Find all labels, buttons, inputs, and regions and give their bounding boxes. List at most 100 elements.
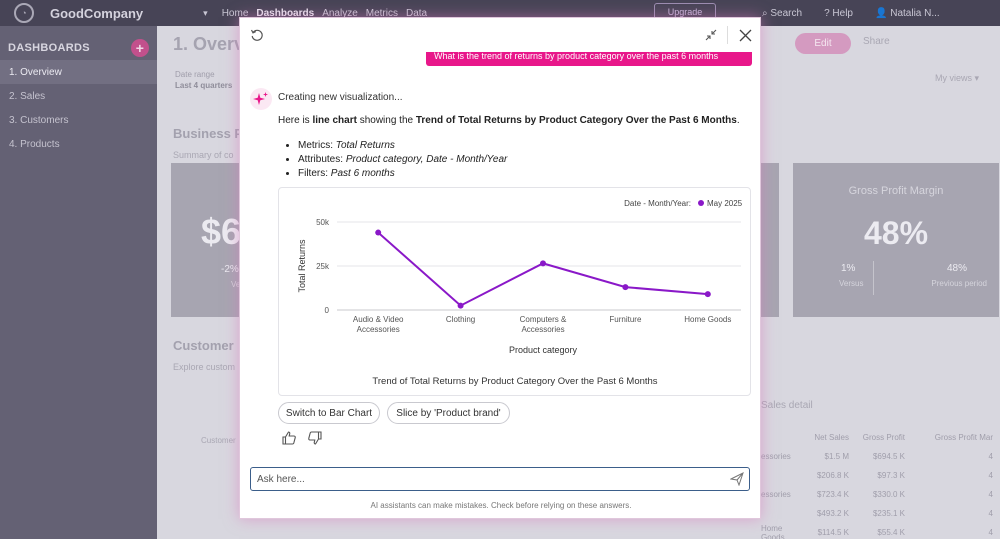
list-item: Filters: Past 6 months: [298, 167, 507, 181]
message-text: .: [736, 115, 740, 126]
table-row[interactable]: $206.8 K $97.3 K 4: [761, 466, 997, 485]
column-header: Customer: [201, 436, 236, 445]
table-cell: 4: [988, 452, 993, 461]
y-axis-label: Total Returns: [297, 239, 307, 293]
column-header[interactable]: Gross Profit: [862, 433, 905, 442]
sidebar-item-label: 1. Overview: [9, 66, 62, 78]
column-header[interactable]: Gross Profit Mar: [934, 433, 993, 442]
sidebar-item-products[interactable]: 4. Products: [0, 132, 157, 156]
button-label: Switch to Bar Chart: [285, 407, 373, 419]
minimize-button[interactable]: [702, 26, 720, 44]
table-row[interactable]: $493.2 K $235.1 K 4: [761, 504, 997, 523]
nav-data[interactable]: Data: [406, 7, 428, 19]
brand-logo-icon[interactable]: ◔: [14, 3, 34, 23]
refresh-icon: [250, 29, 263, 41]
detail-value: Product category, Date - Month/Year: [345, 154, 508, 165]
table-cell: 4: [988, 528, 993, 537]
disclaimer-text: AI assistants can make mistakes. Check b…: [370, 501, 632, 510]
message-text: showing the: [356, 115, 416, 126]
main-nav: Home Dashboards Analyze Metrics Data: [222, 8, 427, 19]
x-tick-label: Accessories: [357, 325, 400, 334]
series-line: [377, 231, 708, 307]
kpi-previous: 48%: [946, 263, 967, 274]
chart-type-text: line chart: [312, 115, 357, 126]
brand-name: GoodCompany: [50, 5, 144, 21]
sales-detail-table: Net Sales Gross Profit Gross Profit Mar …: [761, 428, 997, 539]
chevron-down-icon[interactable]: ▾: [203, 7, 208, 18]
table-row[interactable]: Home Goods $114.5 K $55.4 K 4: [761, 523, 997, 539]
detail-value: Total Returns: [335, 140, 395, 151]
ai-assistant-dialog: What is the trend of returns by product …: [239, 17, 761, 519]
table-cell: $723.4 K: [816, 490, 849, 499]
detail-value: Past 6 months: [330, 168, 395, 179]
ask-input[interactable]: [250, 467, 750, 491]
thumbs-up-icon: [282, 431, 296, 445]
visualization-title-text: Trend of Total Returns by Product Catego…: [415, 115, 737, 126]
my-views-label: My views: [935, 73, 973, 83]
data-point: [540, 260, 546, 267]
search-link[interactable]: ⌕ Search: [762, 7, 803, 19]
table-cell: $493.2 K: [816, 509, 849, 518]
share-button[interactable]: Share: [863, 36, 890, 47]
date-range-filter[interactable]: Date range Last 4 quarters: [175, 69, 232, 91]
send-button[interactable]: [729, 472, 744, 487]
sidebar-item-customers[interactable]: 3. Customers: [0, 108, 157, 132]
thumbs-down-button[interactable]: [307, 430, 323, 446]
list-item: Attributes: Product category, Date - Mon…: [298, 153, 507, 167]
table-cell: $97.3 K: [877, 471, 905, 480]
help-link[interactable]: ? Help: [824, 7, 853, 19]
kpi-card-gross-profit-margin[interactable]: Gross Profit Margin 48% 1% 48% Versus Pr…: [793, 163, 999, 317]
my-views-dropdown[interactable]: My views ▾: [935, 73, 980, 83]
ai-sparkle-icon: [250, 88, 272, 110]
thumbs-up-button[interactable]: [281, 430, 297, 446]
edit-label: Edit: [814, 38, 832, 49]
switch-to-bar-chart-button[interactable]: Switch to Bar Chart: [278, 402, 380, 424]
divider: [727, 26, 728, 44]
nav-home[interactable]: Home: [221, 7, 249, 19]
top-bar-right: ⌕ Search ? Help 👤 Natalia N...: [762, 0, 940, 26]
detail-label: Metrics:: [298, 140, 336, 151]
data-point: [622, 284, 629, 291]
y-tick-label: 25k: [316, 262, 330, 271]
widget-title: Sales detail: [761, 400, 813, 411]
table-row[interactable]: essories $723.4 K $330.0 K 4: [761, 485, 997, 504]
button-label: Slice by 'Product brand': [396, 407, 501, 419]
section-heading: Customer: [173, 338, 234, 353]
sidebar-item-sales[interactable]: 2. Sales: [0, 84, 157, 108]
table-cell: $235.1 K: [872, 509, 905, 518]
nav-dashboards[interactable]: Dashboards: [256, 7, 315, 19]
table-cell: $330.0 K: [872, 490, 905, 499]
assistant-message: Here is line chart showing the Trend of …: [278, 115, 740, 126]
sidebar-item-overview[interactable]: 1. Overview: [0, 60, 157, 84]
status-message: Creating new visualization...: [278, 92, 403, 103]
chart-title: Trend of Total Returns by Product Catego…: [372, 376, 657, 387]
table-cell: $1.5 M: [824, 452, 849, 461]
x-tick-label: Home Goods: [684, 315, 731, 324]
x-tick-label: Audio & Video: [353, 315, 404, 324]
kpi-change: -2%: [221, 264, 239, 275]
column-header[interactable]: Net Sales: [814, 433, 849, 442]
x-tick-label: Furniture: [609, 315, 642, 324]
line-chart-card[interactable]: 0 25k 50k Total Returns Audio & Video Accesso…: [278, 187, 751, 396]
reset-conversation-button[interactable]: [248, 26, 266, 44]
slice-by-product-brand-button[interactable]: Slice by 'Product brand': [387, 402, 510, 424]
data-point: [704, 291, 711, 298]
table-row[interactable]: essories $1.5 M $694.5 K 4: [761, 447, 997, 466]
table-cell: $55.4 K: [877, 528, 905, 537]
kpi-card[interactable]: [761, 163, 779, 317]
user-menu[interactable]: 👤 Natalia N...: [875, 7, 940, 19]
sidebar-title: DASHBOARDS: [8, 42, 90, 54]
section-description: Explore custom: [173, 362, 236, 372]
nav-metrics[interactable]: Metrics: [365, 7, 398, 19]
close-button[interactable]: [735, 25, 755, 45]
edit-button[interactable]: Edit: [795, 33, 851, 54]
visualization-details: Metrics: Total Returns Attributes: Produ…: [298, 139, 507, 181]
add-dashboard-button[interactable]: +: [131, 39, 149, 57]
x-tick-label: Clothing: [446, 315, 475, 324]
x-axis-label: Product category: [509, 345, 578, 355]
nav-analyze[interactable]: Analyze: [322, 7, 358, 19]
kpi-compare-labels: Versus Previous period: [827, 279, 987, 288]
share-label: Share: [863, 36, 890, 47]
sidebar-header: DASHBOARDS +: [0, 26, 157, 60]
